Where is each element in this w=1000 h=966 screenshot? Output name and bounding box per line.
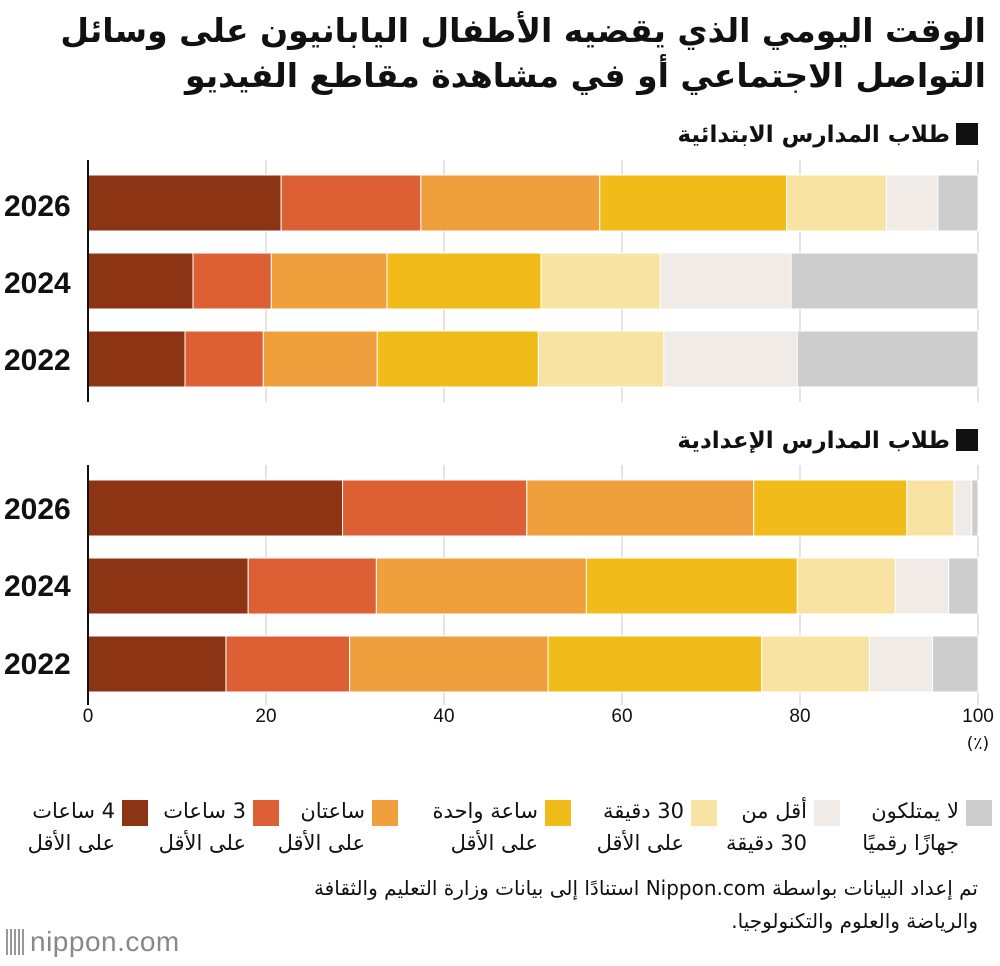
group-label-middle: طلاب المدارس الإعدادية (677, 428, 978, 454)
year-label: 2022 (4, 344, 71, 377)
legend-line: على الأقل (27, 831, 115, 855)
legend-swatch-3h (253, 800, 279, 826)
x-tick-label: 100 (962, 706, 994, 727)
legend-item-3h: 3 ساعات على الأقل (159, 795, 246, 859)
logo-mark-icon (6, 929, 24, 955)
x-tick-label: 40 (433, 706, 455, 727)
bar-segment (868, 635, 934, 693)
legend-line: على الأقل (596, 831, 684, 855)
group-label-text: طلاب المدارس الابتدائية (677, 122, 950, 148)
legend-line: 4 ساعات (32, 799, 115, 823)
legend-line: على الأقل (450, 831, 538, 855)
bar-segment (184, 330, 264, 388)
bar-segment (342, 479, 528, 537)
legend-swatch-4h (122, 800, 148, 826)
bar-segment (796, 330, 979, 388)
bar-segment (280, 174, 422, 232)
bar-segment (906, 479, 955, 537)
bar-segment (599, 174, 788, 232)
legend-item-2h: ساعتان على الأقل (278, 795, 365, 859)
bar-segment (885, 174, 939, 232)
legend-line: 30 دقيقة (725, 831, 807, 855)
bar-segment (786, 174, 887, 232)
group-marker-icon (956, 429, 978, 451)
bar-segment (192, 252, 272, 310)
year-label: 2026 (4, 190, 71, 223)
bar-segment (790, 252, 979, 310)
year-label: 2024 (4, 267, 71, 300)
chart-title: الوقت اليومي الذي يقضيه الأطفال الياباني… (60, 11, 986, 95)
bar-segment (270, 252, 388, 310)
legend-swatch-1h (545, 800, 571, 826)
bar-segment (386, 252, 542, 310)
legend-line: ساعتان (300, 799, 365, 823)
bar-segment (225, 635, 351, 693)
bar-segment (87, 330, 186, 388)
legend-item-1h: ساعة واحدة على الأقل (433, 795, 538, 859)
bar-segment (87, 252, 194, 310)
legend-line: على الأقل (277, 831, 365, 855)
bar-segment (87, 635, 227, 693)
bar-segment (375, 557, 587, 615)
legend-line: جهازًا رقميًا (862, 831, 959, 855)
legend-swatch-no-device (966, 800, 992, 826)
legend-line: 3 ساعات (163, 799, 246, 823)
year-label: 2022 (4, 648, 71, 681)
bar-segment (526, 479, 755, 537)
legend-item-under-30min: أقل من 30 دقيقة (726, 795, 807, 859)
legend-line: لا يمتلكون (871, 799, 959, 823)
bar-segment (953, 479, 973, 537)
legend-swatch-30min (691, 800, 717, 826)
bar-segment (796, 557, 896, 615)
bar-segment (948, 557, 979, 615)
x-tick-label: 80 (789, 706, 811, 727)
bar-segment (537, 330, 665, 388)
x-unit-label: (٪) (966, 734, 990, 754)
bar-segment (376, 330, 539, 388)
bar-segment (420, 174, 601, 232)
legend-swatch-under-30min (814, 800, 840, 826)
bar-segment (659, 252, 792, 310)
bar-segment (761, 635, 870, 693)
legend-item-4h: 4 ساعات على الأقل (28, 795, 115, 859)
group-label-text: طلاب المدارس الإعدادية (677, 428, 950, 454)
bar-segment (349, 635, 549, 693)
source-note: تم إعداد البيانات بواسطة Nippon.com استن… (313, 876, 978, 933)
legend-item-no-device: لا يمتلكون جهازًا رقميًا (862, 795, 959, 859)
year-label: 2024 (4, 570, 71, 603)
logo-text: nippon.com (30, 926, 180, 957)
bar-segment (262, 330, 378, 388)
bar-segment (971, 479, 979, 537)
legend-line: أقل من (741, 799, 807, 823)
legend-line: ساعة واحدة (432, 799, 538, 823)
x-tick-label: 20 (255, 706, 277, 727)
x-tick-label: 0 (82, 706, 94, 727)
legend-line: 30 دقيقة (602, 799, 684, 823)
group-marker-icon (956, 123, 978, 145)
bar-segment (247, 557, 377, 615)
bar-segment (894, 557, 950, 615)
bar-segment (932, 635, 979, 693)
bar-segment (87, 174, 282, 232)
year-label: 2026 (4, 493, 71, 526)
group-label-elementary: طلاب المدارس الابتدائية (677, 122, 978, 148)
bar-segment (547, 635, 763, 693)
bar-segment (87, 479, 344, 537)
bar-segment (937, 174, 979, 232)
bar-segment (585, 557, 798, 615)
legend-item-30min: 30 دقيقة على الأقل (597, 795, 684, 859)
bar-segment (663, 330, 798, 388)
nippon-logo: nippon.com (6, 926, 180, 958)
bar-segment (540, 252, 661, 310)
legend-swatch-2h (372, 800, 398, 826)
bar-segment (753, 479, 908, 537)
legend-line: على الأقل (158, 831, 246, 855)
bar-segment (87, 557, 249, 615)
x-tick-label: 60 (611, 706, 633, 727)
